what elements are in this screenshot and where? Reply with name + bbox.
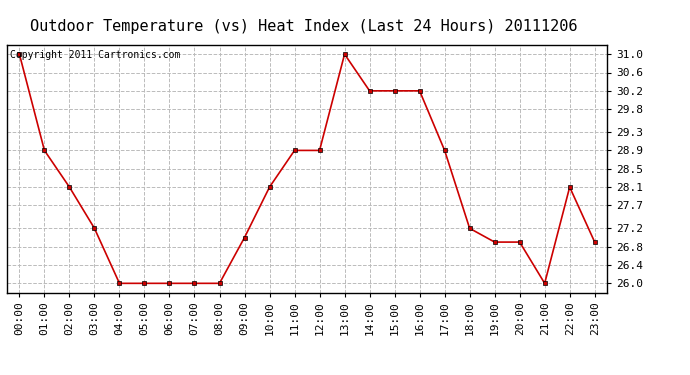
Text: Outdoor Temperature (vs) Heat Index (Last 24 Hours) 20111206: Outdoor Temperature (vs) Heat Index (Las…: [30, 19, 578, 34]
Text: Copyright 2011 Cartronics.com: Copyright 2011 Cartronics.com: [10, 50, 180, 60]
